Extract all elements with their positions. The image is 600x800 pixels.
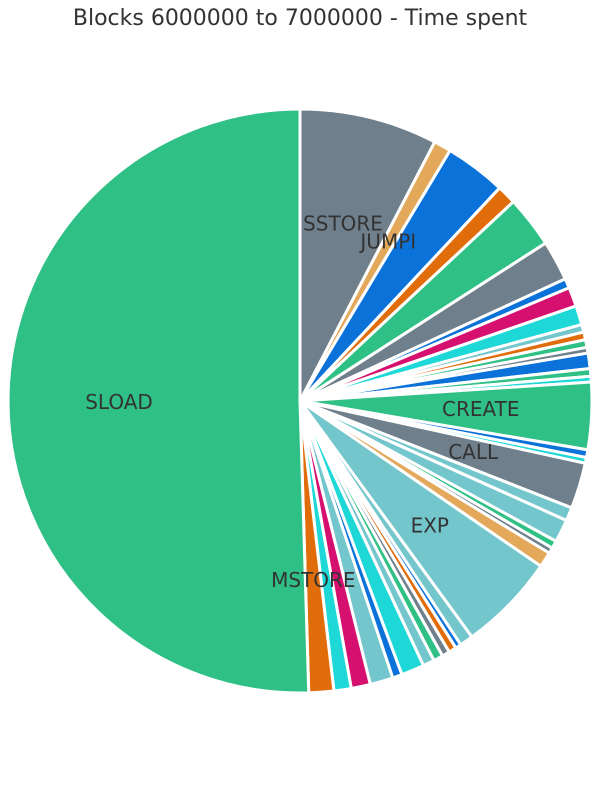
pie-slices — [6, 107, 594, 695]
slice-label: MSTORE — [271, 568, 355, 592]
pie-slice — [298, 107, 437, 402]
chart-title: Blocks 6000000 to 7000000 - Time spent — [72, 6, 528, 31]
slice-label: SLOAD — [85, 390, 153, 414]
slice-label: EXP — [411, 514, 449, 538]
slice-label: JUMPI — [358, 230, 416, 254]
slice-label: CREATE — [442, 397, 519, 421]
pie-slice — [6, 107, 311, 695]
slice-label: SSTORE — [303, 212, 383, 236]
slice-label: CALL — [448, 440, 499, 464]
